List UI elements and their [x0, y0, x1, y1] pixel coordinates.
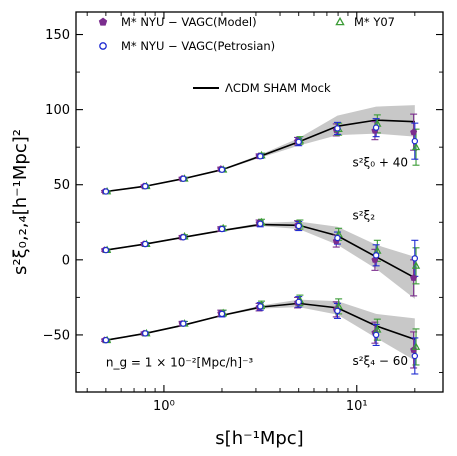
legend-entry: M* NYU − VAGC(Petrosian) — [99, 39, 275, 53]
errorbar-y07-xi4 — [412, 328, 420, 366]
marker-petrosian-xi0 — [295, 138, 302, 146]
legend-label: M* NYU − VAGC(Petrosian) — [121, 39, 275, 53]
legend-marker-pentagon — [98, 17, 108, 26]
marker-model-xi2 — [410, 274, 418, 281]
marker-petrosian-xi2 — [372, 252, 380, 259]
legend-marker-triangle — [335, 16, 345, 26]
marker-petrosian-xi4 — [102, 336, 110, 344]
y-tick-label: 150 — [45, 28, 70, 43]
y-axis-label: s²ξ₀,₂,₄[h⁻¹Mpc]² — [10, 129, 31, 275]
marker-petrosian-xi4 — [257, 303, 264, 310]
y-tick-label: −50 — [43, 328, 70, 343]
marker-petrosian-xi2 — [411, 255, 419, 262]
marker-petrosian-xi2 — [334, 234, 341, 242]
plot-frame — [75, 11, 444, 393]
marker-petrosian-xi4 — [142, 330, 149, 337]
annotations: s²ξ₀ + 40 s²ξ₂ s²ξ₄ − 60 n_g = 1 × 10⁻²[Mpc… — [106, 156, 408, 370]
y-tick-label: 0 — [62, 253, 70, 268]
marker-petrosian-xi4 — [334, 307, 341, 315]
marker-petrosian-xi2 — [180, 234, 187, 241]
legend-entry: ΛCDM SHAM Mock — [193, 81, 331, 95]
legend-entry: M* Y07 — [335, 15, 395, 29]
marker-petrosian-xi4 — [411, 352, 419, 360]
marker-petrosian-xi0 — [372, 124, 380, 131]
marker-petrosian-xi4 — [218, 310, 226, 318]
y-tick-label: 50 — [53, 178, 70, 193]
marker-petrosian-xi0 — [411, 137, 419, 145]
marker-petrosian-xi2 — [102, 246, 110, 254]
marker-petrosian-xi2 — [142, 240, 149, 248]
annotation: s²ξ₂ — [352, 208, 375, 222]
legend-label: M* NYU − VAGC(Model) — [121, 15, 257, 29]
legend-marker-circle — [99, 42, 107, 50]
marker-petrosian-xi0 — [334, 125, 341, 132]
marker-petrosian-xi2 — [257, 220, 264, 227]
marker-petrosian-xi0 — [142, 183, 149, 190]
x-tick-label: 10¹ — [346, 399, 368, 414]
legend-label: M* Y07 — [354, 15, 395, 29]
marker-petrosian-xi4 — [372, 331, 380, 339]
marker-y07-xi4 — [411, 342, 421, 350]
legend-label: ΛCDM SHAM Mock — [225, 81, 331, 95]
marker-y07-xi0 — [411, 142, 421, 151]
data-markers — [101, 119, 421, 360]
marker-petrosian-xi0 — [218, 166, 226, 173]
annotation: s²ξ₀ + 40 — [352, 156, 408, 170]
annotation: s²ξ₄ − 60 — [352, 354, 408, 368]
marker-petrosian-xi0 — [102, 188, 110, 195]
marker-petrosian-xi0 — [180, 175, 187, 182]
marker-petrosian-xi4 — [180, 320, 187, 327]
x-tick-label: 10⁰ — [153, 399, 175, 414]
legend: M* NYU − VAGC(Model) M* Y07 M* NYU − VAGC(… — [98, 15, 395, 95]
legend-entry: M* NYU − VAGC(Model) — [98, 15, 257, 29]
axis-ticks: −50 0 50 100 150 10⁰ 10¹ — [43, 12, 443, 414]
marker-petrosian-xi2 — [295, 222, 302, 230]
marker-petrosian-xi2 — [218, 225, 226, 233]
marker-petrosian-xi0 — [257, 152, 264, 160]
y-tick-label: 100 — [45, 103, 70, 118]
annotation: n_g = 1 × 10⁻²[Mpc/h]⁻³ — [106, 355, 254, 369]
marker-petrosian-xi4 — [295, 298, 302, 306]
marker-y07-xi2 — [411, 261, 421, 269]
marker-model-xi0 — [410, 128, 418, 136]
x-axis-label: s[h⁻¹Mpc] — [215, 428, 303, 449]
